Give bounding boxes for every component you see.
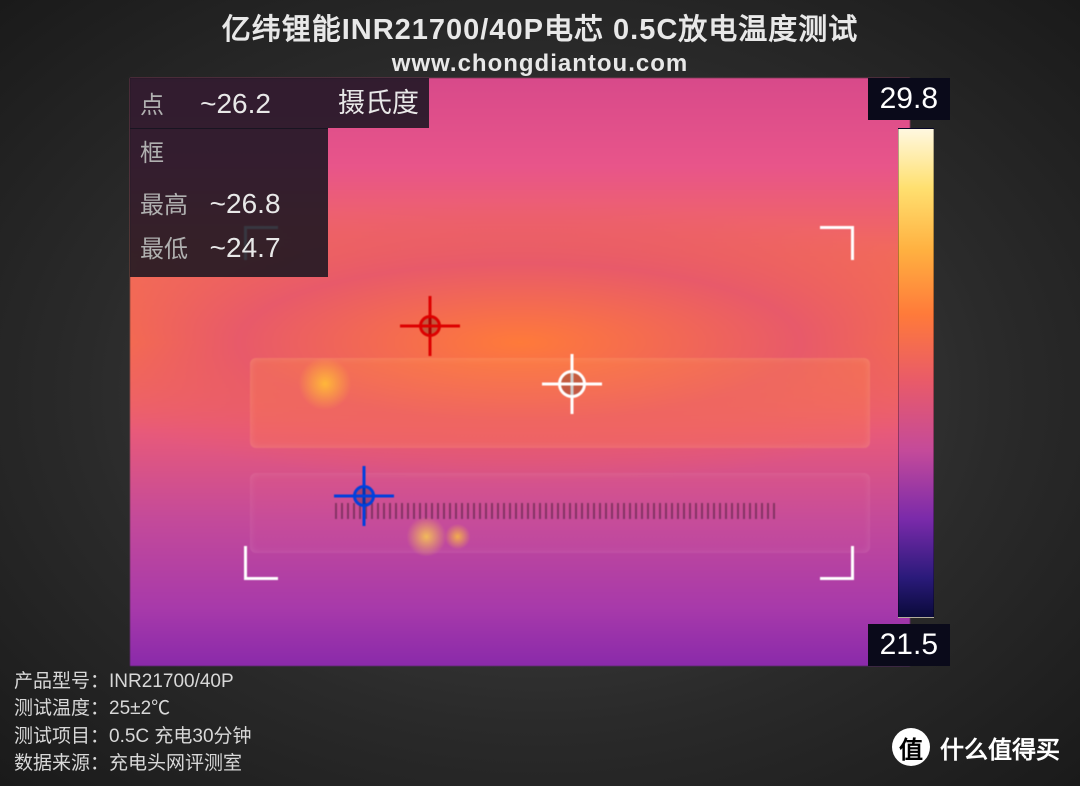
watermark-badge-icon: 值 (892, 728, 930, 766)
page-title: 亿纬锂能INR21700/40P电芯 0.5C放电温度测试 (0, 6, 1080, 48)
crosshair-point (542, 354, 602, 414)
color-scale-bar (898, 128, 934, 618)
item-value: 0.5C 充电30分钟 (109, 726, 252, 747)
source-value: 充电头网评测室 (109, 753, 242, 774)
roi-corner-tr (820, 226, 854, 260)
roi-corner-br (820, 546, 854, 580)
min-value: ~24.7 (210, 232, 281, 263)
thermal-image-container: 点 ~26.2 摄氏度 框 最高 ~26.8 最低 ~24.7 29.8 21.… (130, 78, 950, 666)
point-label: 点 (140, 92, 164, 119)
crosshair-max (400, 296, 460, 356)
temp-value: 25±2℃ (109, 698, 170, 719)
unit-label: 摄氏度 (328, 78, 429, 128)
roi-corner-bl (244, 546, 278, 580)
watermark-text: 什么值得买 (940, 730, 1060, 765)
footer-metadata: 产品型号：INR21700/40P 测试温度：25±2℃ 测试项目：0.5C 充… (14, 668, 252, 778)
model-label: 产品型号： (14, 671, 109, 692)
max-value: ~26.8 (210, 188, 281, 219)
readout-point-panel: 点 ~26.2 (130, 78, 328, 129)
point-value: ~26.2 (200, 88, 271, 119)
min-label: 最低 (140, 236, 188, 263)
item-label: 测试项目： (14, 726, 109, 747)
page-url: www.chongdiantou.com (0, 50, 1080, 78)
max-label: 最高 (140, 192, 188, 219)
scale-min: 21.5 (868, 624, 950, 666)
model-value: INR21700/40P (109, 671, 234, 692)
crosshair-min (334, 466, 394, 526)
box-label: 框 (140, 140, 164, 167)
source-label: 数据来源： (14, 753, 109, 774)
ruler-marks (335, 503, 775, 519)
scale-max: 29.8 (868, 78, 950, 120)
watermark: 值 什么值得买 (892, 728, 1060, 766)
temp-label: 测试温度： (14, 698, 109, 719)
readout-box-panel: 框 最高 ~26.8 最低 ~24.7 (130, 128, 328, 277)
